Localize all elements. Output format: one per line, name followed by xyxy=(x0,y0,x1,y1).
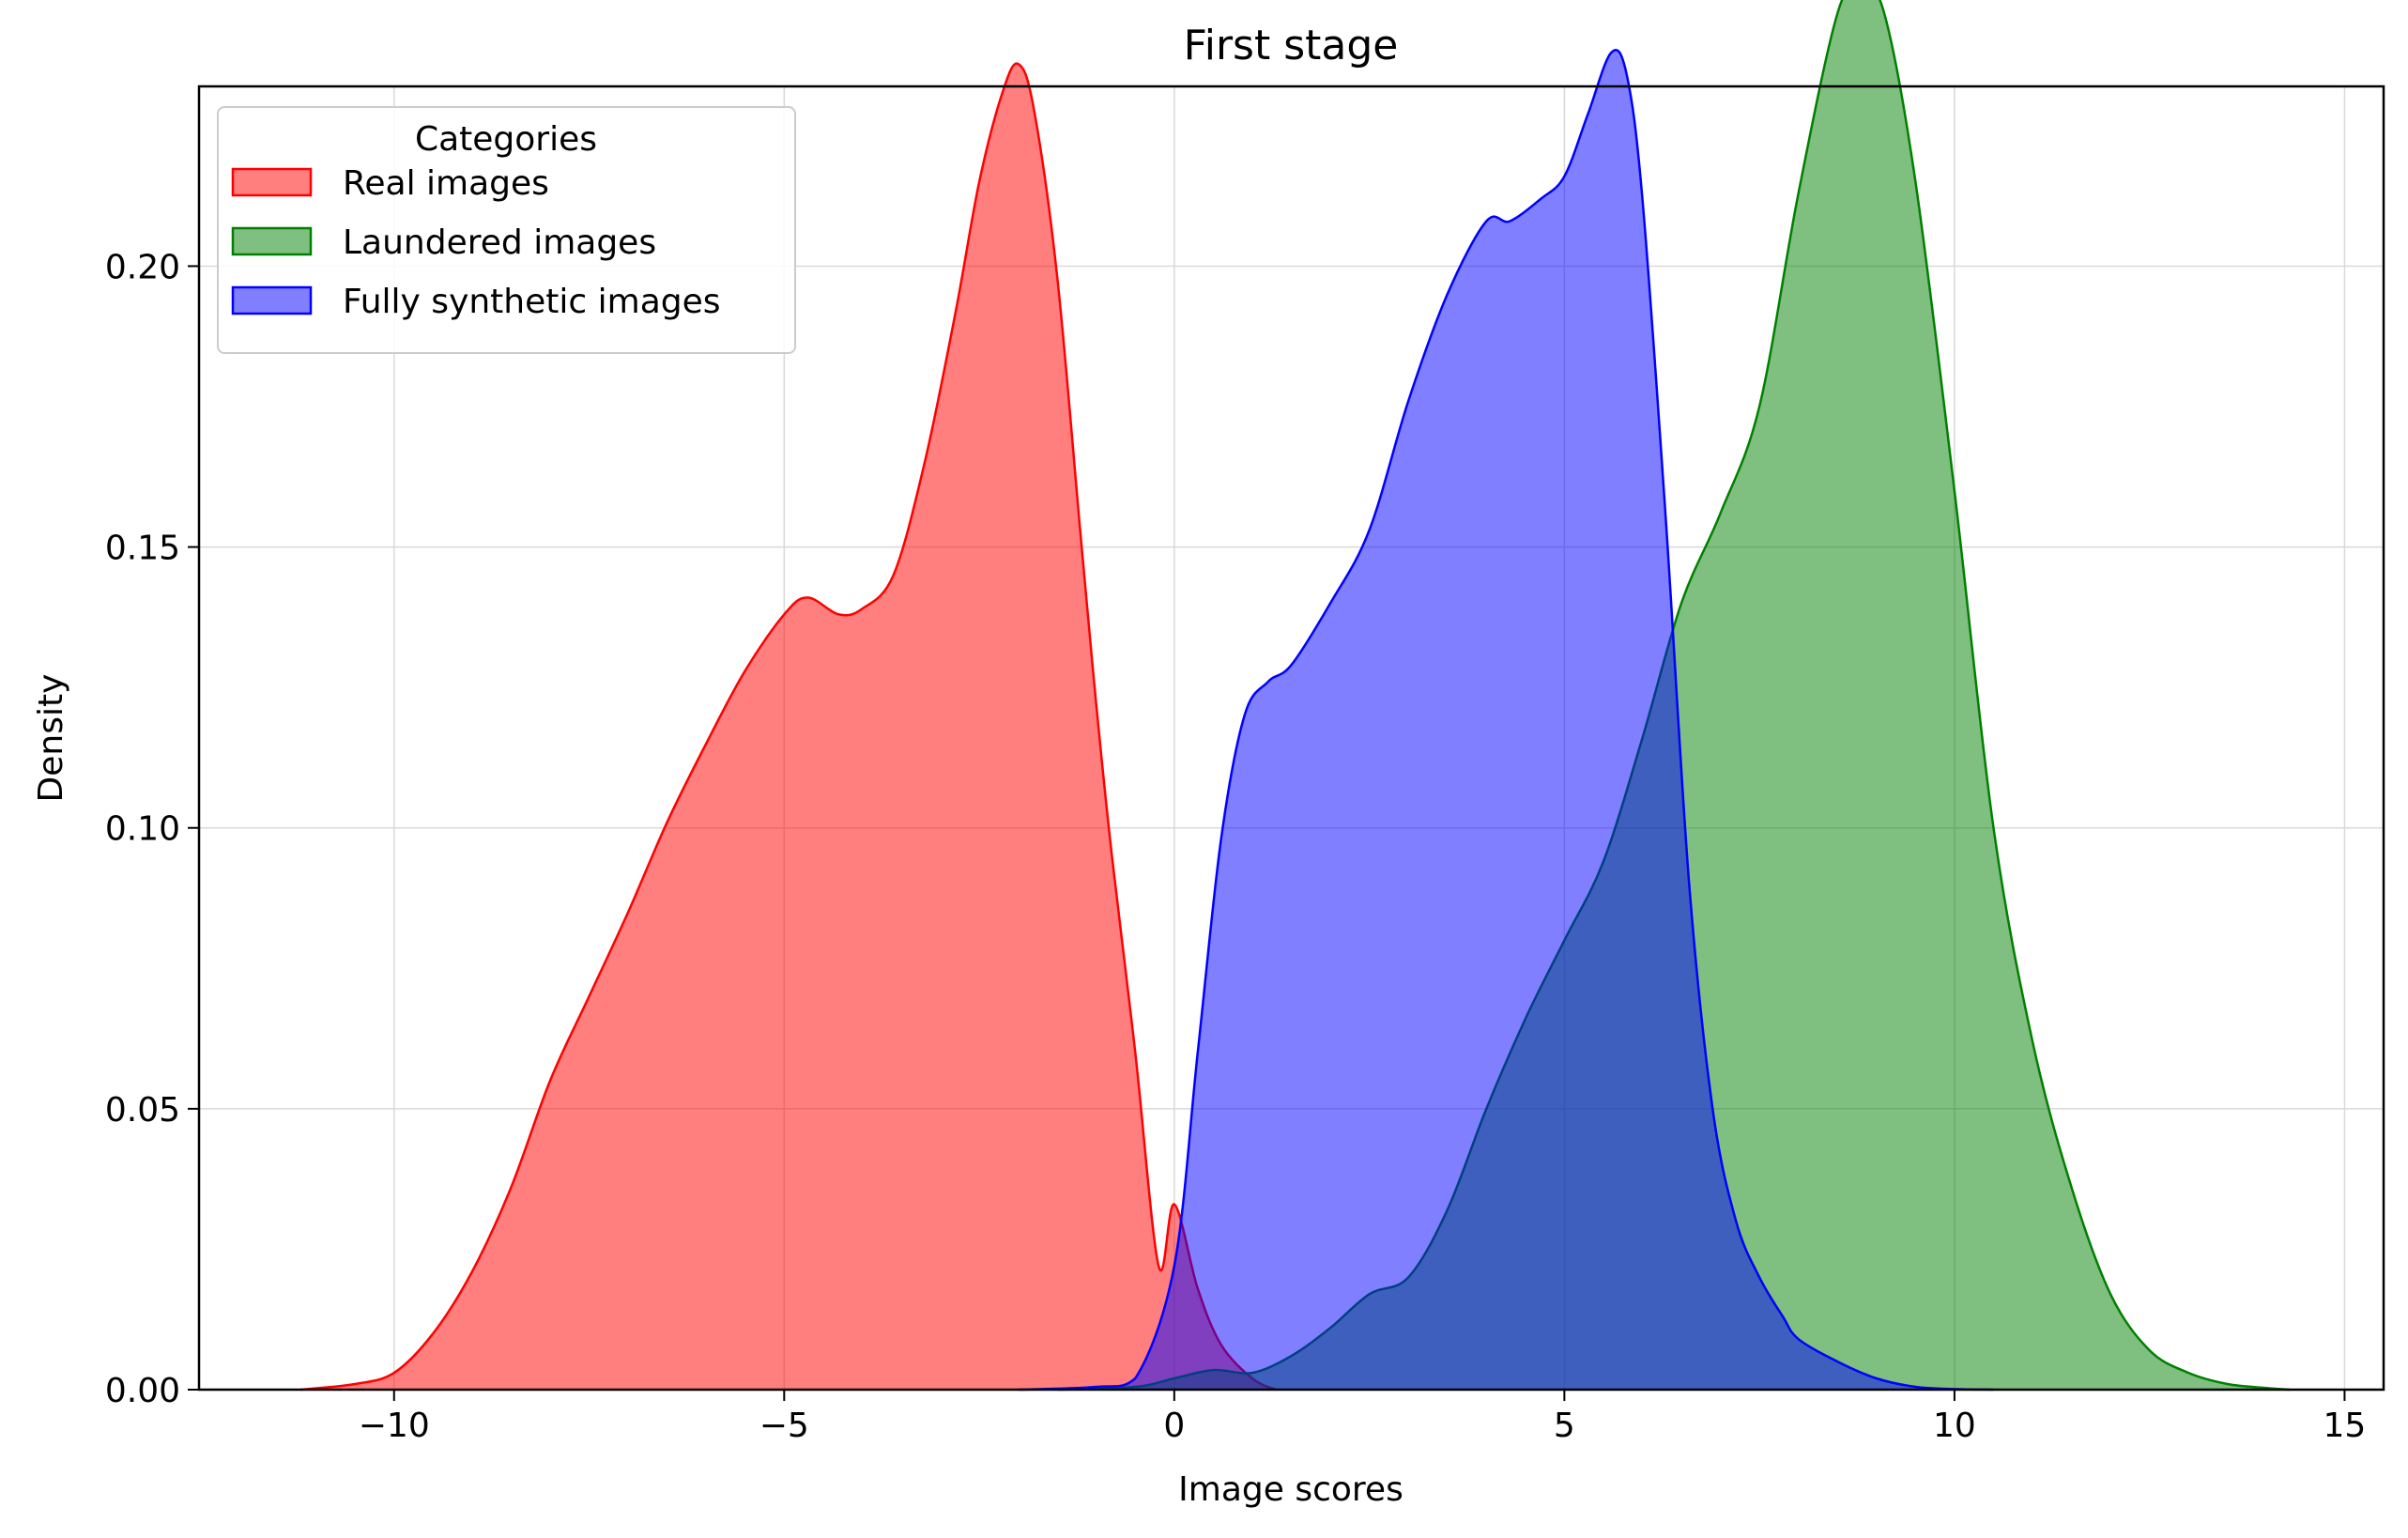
y-axis-label: Density xyxy=(32,674,70,803)
x-tick-label: 15 xyxy=(2324,1407,2367,1445)
y-tick-label: 0.10 xyxy=(105,810,180,849)
y-tick-label: 0.20 xyxy=(105,248,180,286)
density-area-series-0 xyxy=(300,63,1276,1391)
density-line-series-2 xyxy=(1018,49,1994,1392)
x-tick-label: −10 xyxy=(359,1407,430,1445)
plot-frame xyxy=(197,85,2385,1392)
chart-title: First stage xyxy=(1184,22,1399,69)
x-axis-label: Image scores xyxy=(1178,1470,1403,1509)
y-tick-label: 0.00 xyxy=(105,1372,180,1410)
legend-swatch xyxy=(231,226,313,256)
density-areas xyxy=(299,0,2291,1392)
legend-label: Real images xyxy=(343,164,549,203)
legend-swatch xyxy=(231,285,313,315)
legend-label: Fully synthetic images xyxy=(343,283,721,321)
x-tick-label: −5 xyxy=(759,1407,809,1445)
legend-title: Categories xyxy=(415,120,597,159)
x-tick-label: 0 xyxy=(1163,1407,1185,1445)
y-tick-label: 0.15 xyxy=(105,530,180,568)
density-line-series-0 xyxy=(299,62,1277,1392)
axis-ticks: −10 −5 0 5 10 15 0.00 0.05 0.10 0.15 0.20 xyxy=(105,248,2367,1445)
x-tick-label: 5 xyxy=(1554,1407,1575,1445)
legend: Categories Real images Laundered images Fu… xyxy=(217,106,796,354)
legend-swatch xyxy=(231,167,313,197)
legend-box xyxy=(217,106,796,354)
density-area-series-2 xyxy=(1018,50,1994,1390)
x-tick-label: 10 xyxy=(1933,1407,1976,1445)
y-tick-label: 0.05 xyxy=(105,1091,180,1130)
legend-label: Laundered images xyxy=(343,223,656,262)
legend-items: Real images Laundered images Fully synthet… xyxy=(231,164,721,321)
